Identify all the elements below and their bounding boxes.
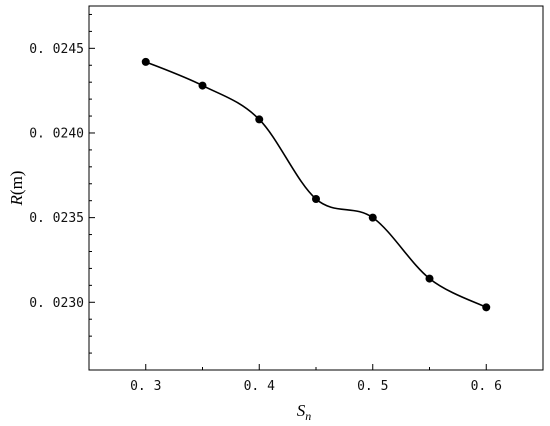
y-axis-title-italic: R — [7, 194, 26, 206]
ticks: 0. 3 0. 4 0. 5 0. 6 0. 0230 0. 0235 0. 0240 0. … — [29, 13, 502, 394]
plot-frame — [88, 5, 544, 371]
data-point — [425, 274, 434, 283]
x-tick-label: 0. 3 — [130, 379, 161, 394]
x-axis-title-sub: n — [305, 409, 311, 423]
y-tick-label: 0. 0235 — [29, 211, 84, 226]
y-axis-title: R(m) — [7, 171, 26, 207]
data-point — [312, 195, 320, 204]
data-point — [482, 303, 491, 312]
data-points — [141, 57, 491, 312]
series-line — [145, 61, 487, 309]
x-tick-label: 0. 6 — [471, 379, 502, 394]
y-axis-title-rest: (m) — [7, 171, 26, 196]
y-tick-label: 0. 0245 — [29, 42, 84, 57]
data-point — [198, 81, 207, 90]
data-point — [255, 115, 264, 124]
y-tick-label: 0. 0230 — [29, 296, 84, 311]
y-tick-label: 0. 0240 — [29, 126, 84, 141]
x-tick-label: 0. 4 — [244, 379, 275, 394]
data-point — [368, 213, 377, 222]
x-axis-title-main: S — [297, 401, 306, 420]
x-tick-label: 0. 5 — [357, 379, 388, 394]
data-point — [141, 57, 150, 66]
x-axis-title: Sn — [297, 401, 312, 423]
